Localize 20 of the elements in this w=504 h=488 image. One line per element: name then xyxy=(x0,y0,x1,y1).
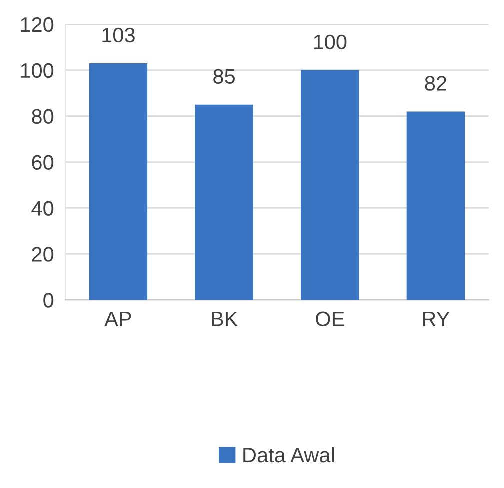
y-tick-label: 60 xyxy=(32,155,54,170)
bar xyxy=(301,70,360,300)
data-label: 100 xyxy=(314,34,347,50)
x-tick-label: AP xyxy=(104,312,132,326)
y-tick-label: 120 xyxy=(21,17,54,32)
y-tick-label: 100 xyxy=(21,63,54,78)
x-tick-label: OE xyxy=(316,312,344,327)
x-tick-label: RY xyxy=(423,312,450,326)
y-tick-label: 0 xyxy=(44,293,54,308)
legend-label: Data Awal xyxy=(244,447,334,463)
data-label: 82 xyxy=(425,76,446,91)
y-tick-label: 20 xyxy=(32,247,54,262)
bar xyxy=(406,112,466,300)
bar xyxy=(89,63,148,300)
data-label: 85 xyxy=(214,69,235,84)
x-tick-label: BK xyxy=(212,312,238,326)
data-label: 103 xyxy=(102,28,135,43)
y-tick-label: 40 xyxy=(32,201,54,216)
bar xyxy=(195,104,254,300)
y-tick-label: 80 xyxy=(32,109,54,124)
